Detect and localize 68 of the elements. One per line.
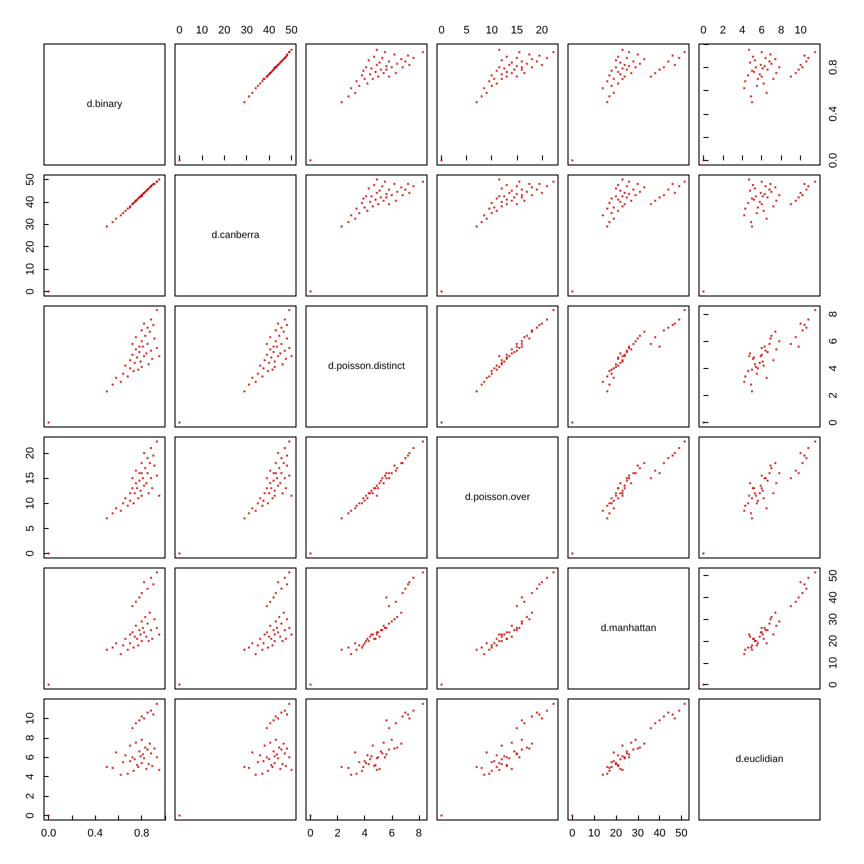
x-tick-label: 0: [700, 24, 707, 36]
y-tick-label: 0.4: [828, 106, 840, 122]
y-tick-label: 30: [24, 218, 36, 230]
x-tick-label: 5: [464, 24, 470, 36]
y-tick-label: 2: [828, 392, 840, 398]
x-tick-label: 0.8: [134, 828, 150, 840]
y-tick-label: 10: [24, 712, 36, 725]
x-tick-label: 4: [739, 24, 746, 36]
y-tick-label: 0: [24, 550, 36, 557]
text: d.euclidian: [736, 754, 784, 765]
x-tick-label: 4: [362, 828, 368, 840]
x-tick-label: 15: [510, 24, 523, 36]
y-tick-label: 4: [828, 365, 840, 372]
text: d.binary: [86, 99, 122, 110]
x-tick-label: 10: [588, 828, 600, 840]
x-tick-label: 8: [778, 24, 784, 36]
x-tick-label: 2: [720, 24, 726, 36]
y-tick-label: 50: [24, 173, 36, 186]
x-tick-label: 30: [240, 24, 253, 36]
x-tick-label: 40: [653, 828, 666, 840]
y-tick-label: 10: [24, 262, 36, 276]
y-tick-label: 10: [24, 497, 36, 510]
y-tick-label: 30: [828, 613, 840, 626]
y-tick-label: 8: [828, 311, 840, 318]
y-tick-label: 6: [828, 338, 840, 344]
x-tick-label: 6: [758, 24, 765, 36]
x-tick-label: 0.4: [88, 828, 103, 840]
y-tick-label: 20: [24, 446, 36, 460]
y-tick-label: 20: [828, 634, 840, 648]
y-tick-label: 0: [24, 288, 36, 295]
x-tick-label: 8: [416, 828, 422, 840]
y-tick-label: 5: [24, 525, 36, 532]
y-tick-label: 50: [828, 570, 840, 582]
text: d.manhattan: [600, 623, 656, 634]
x-tick-label: 0: [176, 24, 183, 36]
text: d.poisson.over: [464, 492, 531, 503]
y-tick-label: 20: [24, 240, 36, 253]
text: d.poisson.distinct: [328, 361, 406, 372]
x-tick-label: 50: [285, 24, 298, 36]
y-tick-label: 8: [24, 734, 36, 741]
y-tick-label: 0: [828, 419, 840, 426]
x-tick-label: 10: [486, 24, 498, 36]
y-tick-label: 0: [24, 812, 36, 819]
x-tick-label: 50: [675, 828, 688, 840]
y-tick-label: 40: [24, 196, 36, 208]
x-tick-label: 20: [218, 24, 230, 36]
x-tick-label: 0: [569, 828, 576, 840]
y-tick-label: 10: [828, 656, 840, 669]
x-tick-label: 10: [196, 24, 208, 36]
x-tick-label: 0.0: [41, 828, 56, 840]
y-tick-label: 2: [24, 793, 36, 800]
y-tick-label: 0.0: [828, 152, 840, 168]
x-tick-label: 40: [262, 24, 276, 36]
x-tick-label: 0: [307, 828, 314, 840]
y-tick-label: 6: [24, 754, 36, 760]
x-tick-label: 20: [536, 24, 548, 36]
x-tick-label: 2: [334, 828, 341, 840]
text: d.canberra: [212, 230, 260, 241]
x-tick-label: 6: [388, 828, 395, 840]
x-tick-label: 30: [632, 828, 644, 840]
y-tick-label: 0: [828, 682, 840, 688]
x-tick-label: 10: [794, 24, 807, 36]
y-tick-label: 0.8: [828, 60, 840, 75]
y-tick-label: 4: [24, 774, 36, 780]
x-tick-label: 20: [610, 828, 622, 840]
x-tick-label: 0: [438, 24, 445, 36]
y-tick-label: 15: [24, 472, 36, 484]
y-tick-label: 40: [828, 591, 840, 604]
